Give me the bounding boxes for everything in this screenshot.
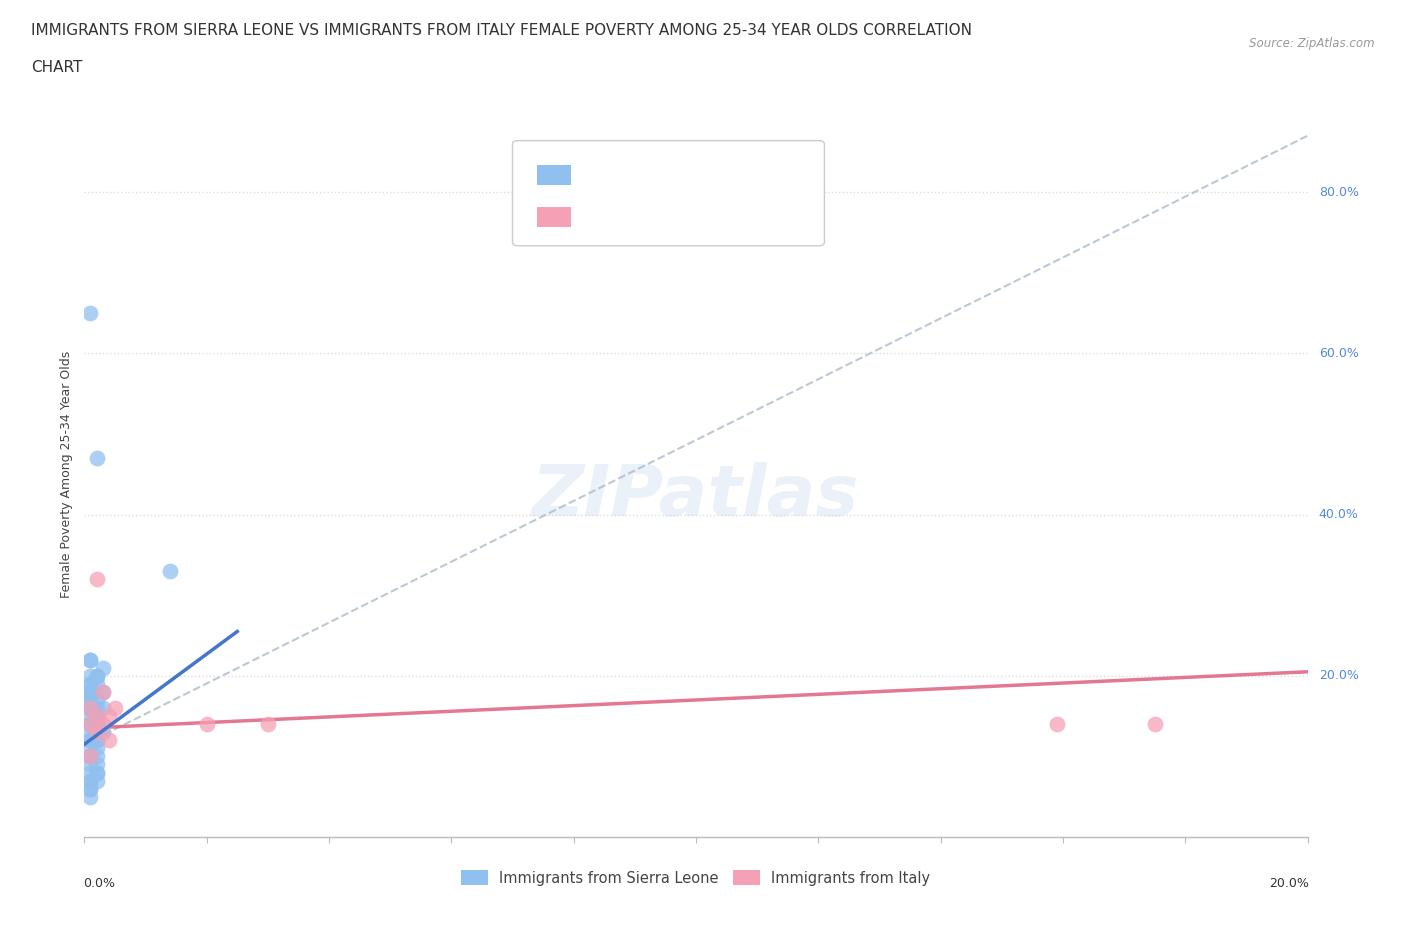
Point xyxy=(86,765,108,780)
FancyBboxPatch shape xyxy=(537,165,571,185)
Text: 20.0%: 20.0% xyxy=(1319,670,1358,683)
Point xyxy=(86,717,108,732)
Point xyxy=(79,306,101,321)
Point xyxy=(79,757,101,772)
Point xyxy=(79,684,101,699)
Point xyxy=(86,773,108,788)
Point xyxy=(79,717,101,732)
Point xyxy=(79,773,101,788)
Point xyxy=(79,700,101,715)
Point xyxy=(86,717,108,732)
Point xyxy=(86,669,108,684)
Point xyxy=(86,451,108,466)
Point xyxy=(79,700,101,715)
Text: 20.0%: 20.0% xyxy=(1270,877,1309,890)
Point xyxy=(79,781,101,796)
Point xyxy=(86,700,108,715)
Text: 60.0%: 60.0% xyxy=(1319,347,1358,360)
Point xyxy=(91,724,114,739)
Point xyxy=(86,741,108,756)
Point xyxy=(86,709,108,724)
Point xyxy=(86,676,108,691)
Point xyxy=(97,709,120,724)
Point xyxy=(97,733,120,748)
Point xyxy=(86,724,108,739)
Point xyxy=(79,717,101,732)
Point xyxy=(86,709,108,724)
Point xyxy=(86,733,108,748)
Point xyxy=(79,773,101,788)
Point xyxy=(86,709,108,724)
Point xyxy=(86,733,108,748)
Point xyxy=(86,669,108,684)
Text: R =  0.191   N = 15: R = 0.191 N = 15 xyxy=(581,210,742,225)
Point xyxy=(86,572,108,587)
Text: Source: ZipAtlas.com: Source: ZipAtlas.com xyxy=(1250,37,1375,50)
Point xyxy=(79,717,101,732)
Point xyxy=(79,749,101,764)
Point xyxy=(86,709,108,724)
Text: 80.0%: 80.0% xyxy=(1319,186,1358,199)
Point xyxy=(79,700,101,715)
Point xyxy=(79,765,101,780)
Point xyxy=(79,709,101,724)
Point xyxy=(1143,717,1166,732)
Point xyxy=(195,717,218,732)
Point xyxy=(86,724,108,739)
Point xyxy=(86,709,108,724)
Text: ZIPatlas: ZIPatlas xyxy=(533,461,859,530)
Point xyxy=(257,717,280,732)
Point xyxy=(159,564,181,578)
Point xyxy=(91,660,114,675)
Point xyxy=(79,684,101,699)
Point xyxy=(91,684,114,699)
Legend: Immigrants from Sierra Leone, Immigrants from Italy: Immigrants from Sierra Leone, Immigrants… xyxy=(456,864,936,891)
Point xyxy=(79,724,101,739)
Point xyxy=(79,693,101,708)
Text: CHART: CHART xyxy=(31,60,83,75)
Point xyxy=(91,717,114,732)
FancyBboxPatch shape xyxy=(537,207,571,228)
Point xyxy=(79,652,101,667)
Point xyxy=(79,749,101,764)
Point xyxy=(86,757,108,772)
Point xyxy=(91,700,114,715)
Point xyxy=(79,669,101,684)
Point xyxy=(79,733,101,748)
Point xyxy=(86,693,108,708)
Point xyxy=(79,741,101,756)
Point xyxy=(79,652,101,667)
Point xyxy=(104,700,127,715)
Text: 40.0%: 40.0% xyxy=(1319,508,1358,521)
Point xyxy=(79,700,101,715)
FancyBboxPatch shape xyxy=(513,140,824,246)
Text: IMMIGRANTS FROM SIERRA LEONE VS IMMIGRANTS FROM ITALY FEMALE POVERTY AMONG 25-34: IMMIGRANTS FROM SIERRA LEONE VS IMMIGRAN… xyxy=(31,23,972,38)
Point xyxy=(79,700,101,715)
Point xyxy=(86,709,108,724)
Point xyxy=(86,765,108,780)
Point xyxy=(91,684,114,699)
Point xyxy=(86,717,108,732)
Point xyxy=(86,749,108,764)
Point xyxy=(79,781,101,796)
Point xyxy=(79,684,101,699)
Point xyxy=(79,733,101,748)
Point xyxy=(86,717,108,732)
Point xyxy=(79,693,101,708)
Text: 0.0%: 0.0% xyxy=(83,877,115,890)
Y-axis label: Female Poverty Among 25-34 Year Olds: Female Poverty Among 25-34 Year Olds xyxy=(60,351,73,598)
Text: R = 0.320   N = 61: R = 0.320 N = 61 xyxy=(581,167,737,182)
Point xyxy=(79,676,101,691)
Point xyxy=(79,676,101,691)
Point xyxy=(79,684,101,699)
Point xyxy=(1046,717,1069,732)
Point xyxy=(79,749,101,764)
Point xyxy=(79,790,101,804)
